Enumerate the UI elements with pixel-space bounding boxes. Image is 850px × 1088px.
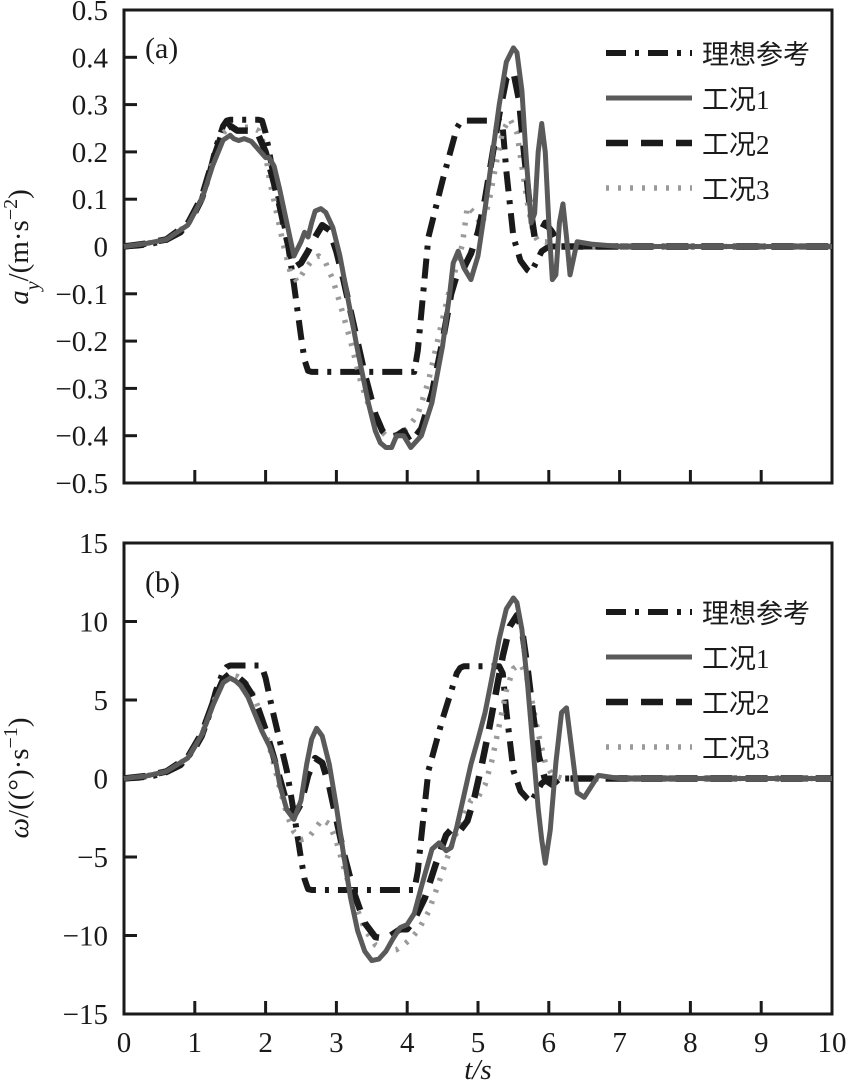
legend-label-1: 理想参考 [702,40,810,70]
y-tick-label: −0.2 [55,326,108,358]
y-tick-label: −0.1 [55,279,108,311]
chart-b-x-ticks: 0 1 2 3 4 5 6 7 8 9 10 [117,1001,847,1059]
legend-label-4: 工况3 [702,175,770,205]
x-tick-label: 0 [117,1027,132,1059]
y-tick-label: 0 [94,232,109,264]
x-tick-label: 3 [329,1027,344,1059]
x-tick-label: 9 [754,1027,769,1059]
chart-a-y-ticks: 0.5 0.4 0.3 0.2 0.1 0 −0.1 −0.2 −0.3 −0.4 −0.5 [55,0,137,500]
series-line [123,595,832,964]
chart-a-curves [123,45,832,451]
y-tick-label: 0.3 [72,90,108,122]
svg-text:ay/(m·s−2): ay/(m·s−2) [0,189,44,305]
svg-text:ω/((°)·s−1): ω/((°)·s−1) [0,717,35,838]
y-tick-label: 0 [94,764,109,796]
x-tick-label: 2 [258,1027,273,1059]
legend-label-1: 理想参考 [702,599,810,629]
x-axis-title: t/s [464,1054,491,1086]
x-tick-label: 4 [400,1027,415,1059]
panel-a-label: (a) [145,32,178,65]
y-tick-label: 10 [79,607,108,639]
y-tick-label: 0.2 [72,137,108,169]
legend-label-3: 工况2 [702,130,770,160]
x-tick-label: 7 [612,1027,627,1059]
y-tick-label: −10 [63,921,108,953]
legend-label-2: 工况1 [702,85,770,115]
y-tick-label: −5 [77,842,108,874]
y-tick-label: −0.3 [55,373,108,405]
chart-a-y-axis-title: ay/(m·s−2) [0,189,44,305]
chart-b-y-ticks: 15 10 5 0 −5 −10 −15 [63,528,137,1031]
chart-a-x-ticks [193,470,763,483]
chart-b-curves [123,595,832,964]
legend-label-3: 工况2 [702,689,770,719]
y-tick-label: 0.5 [72,0,108,27]
series-line [123,116,832,439]
chart-a-svg: 0.5 0.4 0.3 0.2 0.1 0 −0.1 −0.2 −0.3 −0.4 −0.5 (a)… [0,0,834,500]
legend-label-4: 工况3 [702,734,770,764]
y-tick-label: −15 [63,999,108,1031]
y-tick-label: 5 [94,685,109,717]
y-tick-label: −0.5 [55,468,108,500]
x-tick-label: 5 [471,1027,486,1059]
series-line [123,45,832,451]
y-tick-label: 0.4 [72,42,109,74]
chart-panel-a: 0.5 0.4 0.3 0.2 0.1 0 −0.1 −0.2 −0.3 −0.4 −0.5 (a)… [0,0,850,500]
y-tick-label: 15 [79,528,108,560]
x-tick-label: 1 [188,1027,203,1059]
chart-b-y-axis-title: ω/((°)·s−1) [0,717,35,838]
x-tick-label: 10 [818,1027,847,1059]
panel-b-label: (b) [145,566,180,599]
chart-panel-b: 15 10 5 0 −5 −10 −15 0 1 2 3 4 5 6 7 8 9 10 (b) 理想参考 工况1 工… [0,520,850,1088]
y-axis-var-a: a [3,290,35,305]
x-tick-label: 6 [542,1027,557,1059]
legend-label-2: 工况1 [702,644,770,674]
y-tick-label: −0.4 [55,421,108,453]
x-tick-label: 8 [683,1027,698,1059]
y-tick-label: 0.1 [72,184,108,216]
